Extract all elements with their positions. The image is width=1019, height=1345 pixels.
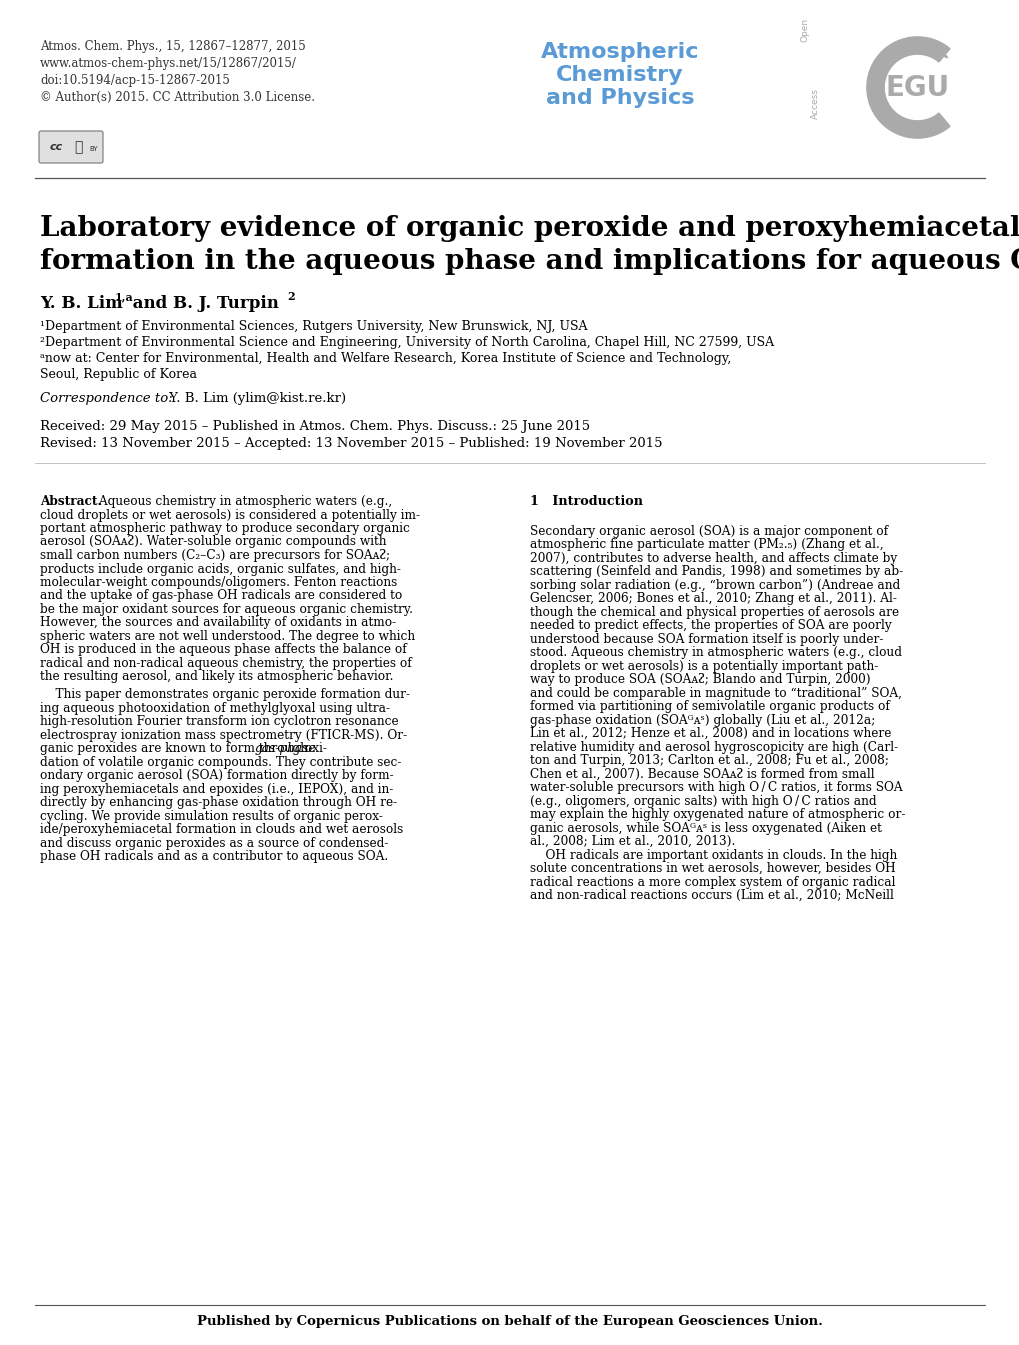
Text: though the chemical and physical properties of aerosols are: though the chemical and physical propert… xyxy=(530,605,898,619)
FancyBboxPatch shape xyxy=(39,130,103,163)
Text: Y. B. Lim: Y. B. Lim xyxy=(40,295,122,312)
Text: Received: 29 May 2015 – Published in Atmos. Chem. Phys. Discuss.: 25 June 2015: Received: 29 May 2015 – Published in Atm… xyxy=(40,420,590,433)
Text: 1,a: 1,a xyxy=(115,291,133,303)
Text: solute concentrations in wet aerosols, however, besides OH: solute concentrations in wet aerosols, h… xyxy=(530,862,895,876)
Text: 2007), contributes to adverse health, and affects climate by: 2007), contributes to adverse health, an… xyxy=(530,551,897,565)
Text: Seoul, Republic of Korea: Seoul, Republic of Korea xyxy=(40,369,197,381)
Text: and non-radical reactions occurs (Lim et al., 2010; McNeill: and non-radical reactions occurs (Lim et… xyxy=(530,889,893,902)
Text: dation of volatile organic compounds. They contribute sec-: dation of volatile organic compounds. Th… xyxy=(40,756,401,768)
Text: Lin et al., 2012; Henze et al., 2008) and in locations where: Lin et al., 2012; Henze et al., 2008) an… xyxy=(530,728,891,740)
Polygon shape xyxy=(866,36,949,139)
Text: (e.g., oligomers, organic salts) with high O / C ratios and: (e.g., oligomers, organic salts) with hi… xyxy=(530,795,875,808)
Text: and Physics: and Physics xyxy=(545,87,694,108)
Text: and discuss organic peroxides as a source of condensed-: and discuss organic peroxides as a sourc… xyxy=(40,837,388,850)
Text: Gelencser, 2006; Bones et al., 2010; Zhang et al., 2011). Al-: Gelencser, 2006; Bones et al., 2010; Zha… xyxy=(530,592,896,605)
Text: EGU: EGU xyxy=(884,74,949,101)
Text: Atmos. Chem. Phys., 15, 12867–12877, 2015: Atmos. Chem. Phys., 15, 12867–12877, 201… xyxy=(40,40,306,52)
Text: phase OH radicals and as a contributor to aqueous SOA.: phase OH radicals and as a contributor t… xyxy=(40,850,388,863)
Text: electrospray ionization mass spectrometry (FTICR-MS). Or-: electrospray ionization mass spectrometr… xyxy=(40,729,407,741)
Text: This paper demonstrates organic peroxide formation dur-: This paper demonstrates organic peroxide… xyxy=(40,689,410,701)
Text: formed via partitioning of semivolatile organic products of: formed via partitioning of semivolatile … xyxy=(530,701,889,713)
Text: formation in the aqueous phase and implications for aqueous OH: formation in the aqueous phase and impli… xyxy=(40,247,1019,274)
Text: understood because SOA formation itself is poorly under-: understood because SOA formation itself … xyxy=(530,632,882,646)
Text: cloud droplets or wet aerosols) is considered a potentially im-: cloud droplets or wet aerosols) is consi… xyxy=(40,508,420,522)
Text: Ⓘ: Ⓘ xyxy=(73,140,83,153)
Text: may explain the highly oxygenated nature of atmospheric or-: may explain the highly oxygenated nature… xyxy=(530,808,905,822)
Text: ing aqueous photooxidation of methylglyoxal using ultra-: ing aqueous photooxidation of methylglyo… xyxy=(40,702,389,714)
Text: Chemistry: Chemistry xyxy=(555,65,683,85)
Text: 2: 2 xyxy=(286,291,294,303)
Text: Revised: 13 November 2015 – Accepted: 13 November 2015 – Published: 19 November : Revised: 13 November 2015 – Accepted: 13… xyxy=(40,437,662,451)
Text: OH radicals are important oxidants in clouds. In the high: OH radicals are important oxidants in cl… xyxy=(530,849,897,862)
Text: oxi-: oxi- xyxy=(301,742,326,755)
Text: www.atmos-chem-phys.net/15/12867/2015/: www.atmos-chem-phys.net/15/12867/2015/ xyxy=(40,56,297,70)
Text: atmospheric fine particulate matter (PM₂.₅) (Zhang et al.,: atmospheric fine particulate matter (PM₂… xyxy=(530,538,882,551)
Text: aerosol (SOAᴀᴤ). Water-soluble organic compounds with: aerosol (SOAᴀᴤ). Water-soluble organic c… xyxy=(40,535,386,549)
Text: water-soluble precursors with high O / C ratios, it forms SOA: water-soluble precursors with high O / C… xyxy=(530,781,902,794)
Text: Secondary organic aerosol (SOA) is a major component of: Secondary organic aerosol (SOA) is a maj… xyxy=(530,525,888,538)
Text: ing peroxyhemiacetals and epoxides (i.e., IEPOX), and in-: ing peroxyhemiacetals and epoxides (i.e.… xyxy=(40,783,393,795)
Text: and could be comparable in magnitude to “traditional” SOA,: and could be comparable in magnitude to … xyxy=(530,687,901,699)
Text: be the major oxidant sources for aqueous organic chemistry.: be the major oxidant sources for aqueous… xyxy=(40,603,413,616)
Text: 1   Introduction: 1 Introduction xyxy=(530,495,642,508)
Text: ton and Turpin, 2013; Carlton et al., 2008; Fu et al., 2008;: ton and Turpin, 2013; Carlton et al., 20… xyxy=(530,755,889,767)
Text: cycling. We provide simulation results of organic perox-: cycling. We provide simulation results o… xyxy=(40,810,382,823)
Text: OH is produced in the aqueous phase affects the balance of: OH is produced in the aqueous phase affe… xyxy=(40,643,407,656)
Text: sorbing solar radiation (e.g., “brown carbon”) (Andreae and: sorbing solar radiation (e.g., “brown ca… xyxy=(530,578,900,592)
Text: scattering (Seinfeld and Pandis, 1998) and sometimes by ab-: scattering (Seinfeld and Pandis, 1998) a… xyxy=(530,565,902,578)
Text: molecular-weight compounds/oligomers. Fenton reactions: molecular-weight compounds/oligomers. Fe… xyxy=(40,576,396,589)
Text: portant atmospheric pathway to produce secondary organic: portant atmospheric pathway to produce s… xyxy=(40,522,410,535)
Text: gas-phase oxidation (SOAᴳᴀˢ) globally (Liu et al., 2012a;: gas-phase oxidation (SOAᴳᴀˢ) globally (L… xyxy=(530,714,874,726)
Text: stood. Aqueous chemistry in atmospheric waters (e.g., cloud: stood. Aqueous chemistry in atmospheric … xyxy=(530,646,901,659)
Text: radical and non-radical aqueous chemistry, the properties of: radical and non-radical aqueous chemistr… xyxy=(40,656,412,670)
Text: spheric waters are not well understood. The degree to which: spheric waters are not well understood. … xyxy=(40,629,415,643)
Text: droplets or wet aerosols) is a potentially important path-: droplets or wet aerosols) is a potential… xyxy=(530,659,877,672)
Text: Atmospheric: Atmospheric xyxy=(540,42,699,62)
Text: gas-phase: gas-phase xyxy=(255,742,316,755)
Text: the resulting aerosol, and likely its atmospheric behavior.: the resulting aerosol, and likely its at… xyxy=(40,671,393,683)
Text: cc: cc xyxy=(49,143,62,152)
Text: ²Department of Environmental Science and Engineering, University of North Caroli: ²Department of Environmental Science and… xyxy=(40,336,773,348)
Text: Aqueous chemistry in atmospheric waters (e.g.,: Aqueous chemistry in atmospheric waters … xyxy=(95,495,392,508)
Text: and the uptake of gas-phase OH radicals are considered to: and the uptake of gas-phase OH radicals … xyxy=(40,589,401,603)
Text: Chen et al., 2007). Because SOAᴀᴤ is formed from small: Chen et al., 2007). Because SOAᴀᴤ is for… xyxy=(530,768,873,780)
Text: Abstract.: Abstract. xyxy=(40,495,102,508)
Text: Access: Access xyxy=(810,87,818,118)
Text: and B. J. Turpin: and B. J. Turpin xyxy=(127,295,278,312)
Text: ganic aerosols, while SOAᴳᴀˢ is less oxygenated (Aiken et: ganic aerosols, while SOAᴳᴀˢ is less oxy… xyxy=(530,822,881,835)
Text: al., 2008; Lim et al., 2010, 2013).: al., 2008; Lim et al., 2010, 2013). xyxy=(530,835,735,849)
Text: products include organic acids, organic sulfates, and high-: products include organic acids, organic … xyxy=(40,562,400,576)
Text: Y. B. Lim (ylim@kist.re.kr): Y. B. Lim (ylim@kist.re.kr) xyxy=(165,391,345,405)
Text: BY: BY xyxy=(90,147,98,152)
Text: ¹Department of Environmental Sciences, Rutgers University, New Brunswick, NJ, US: ¹Department of Environmental Sciences, R… xyxy=(40,320,587,334)
Text: small carbon numbers (C₂–C₃) are precursors for SOAᴀᴤ;: small carbon numbers (C₂–C₃) are precurs… xyxy=(40,549,389,562)
Text: needed to predict effects, the properties of SOA are poorly: needed to predict effects, the propertie… xyxy=(530,619,891,632)
Text: However, the sources and availability of oxidants in atmo-: However, the sources and availability of… xyxy=(40,616,395,629)
Text: directly by enhancing gas-phase oxidation through OH re-: directly by enhancing gas-phase oxidatio… xyxy=(40,796,396,810)
Text: doi:10.5194/acp-15-12867-2015: doi:10.5194/acp-15-12867-2015 xyxy=(40,74,229,87)
Text: Correspondence to:: Correspondence to: xyxy=(40,391,172,405)
Text: ᵃnow at: Center for Environmental, Health and Welfare Research, Korea Institute : ᵃnow at: Center for Environmental, Healt… xyxy=(40,352,731,364)
Text: radical reactions a more complex system of organic radical: radical reactions a more complex system … xyxy=(530,876,895,889)
Text: high-resolution Fourier transform ion cyclotron resonance: high-resolution Fourier transform ion cy… xyxy=(40,716,398,728)
Text: ondary organic aerosol (SOA) formation directly by form-: ondary organic aerosol (SOA) formation d… xyxy=(40,769,393,781)
Text: Open: Open xyxy=(800,17,809,42)
Text: ide/peroxyhemiacetal formation in clouds and wet aerosols: ide/peroxyhemiacetal formation in clouds… xyxy=(40,823,403,837)
Text: Laboratory evidence of organic peroxide and peroxyhemiacetal: Laboratory evidence of organic peroxide … xyxy=(40,215,1019,242)
Text: way to produce SOA (SOAᴀᴤ; Blando and Turpin, 2000): way to produce SOA (SOAᴀᴤ; Blando and Tu… xyxy=(530,674,870,686)
Text: Published by Copernicus Publications on behalf of the European Geosciences Union: Published by Copernicus Publications on … xyxy=(197,1315,822,1328)
Text: © Author(s) 2015. CC Attribution 3.0 License.: © Author(s) 2015. CC Attribution 3.0 Lic… xyxy=(40,91,315,104)
Text: relative humidity and aerosol hygroscopicity are high (Carl-: relative humidity and aerosol hygroscopi… xyxy=(530,741,898,753)
Text: ganic peroxides are known to form through: ganic peroxides are known to form throug… xyxy=(40,742,312,755)
